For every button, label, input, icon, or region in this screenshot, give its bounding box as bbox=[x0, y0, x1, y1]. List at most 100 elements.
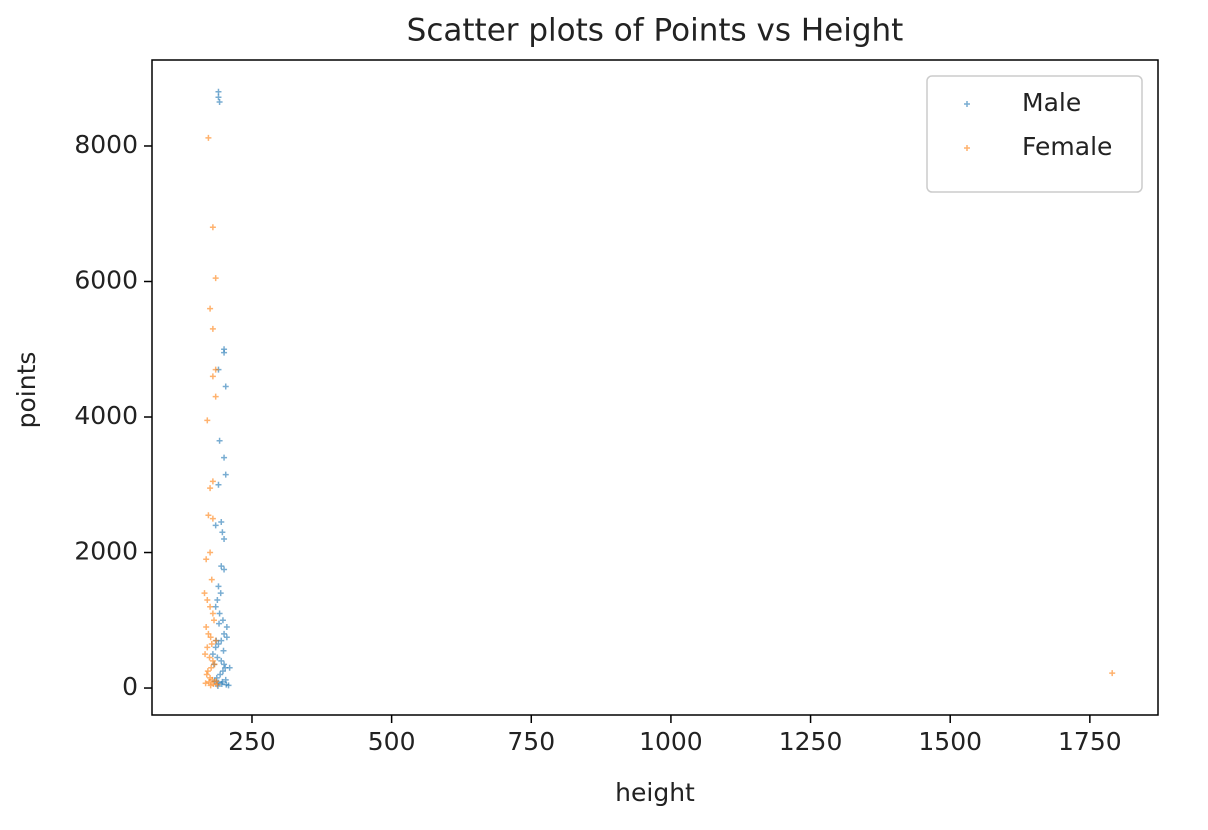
point bbox=[218, 519, 225, 526]
point bbox=[207, 603, 214, 610]
x-tick-label: 1000 bbox=[639, 727, 703, 756]
point bbox=[218, 563, 225, 570]
point bbox=[223, 624, 230, 631]
point bbox=[222, 383, 229, 390]
point bbox=[209, 676, 216, 683]
chart-title: Scatter plots of Points vs Height bbox=[407, 13, 904, 49]
point bbox=[214, 654, 221, 661]
x-tick-label: 1500 bbox=[918, 727, 982, 756]
point bbox=[221, 535, 228, 542]
point bbox=[205, 678, 212, 685]
x-tick-label: 250 bbox=[228, 727, 276, 756]
legend-marker bbox=[964, 101, 970, 107]
legend-marker bbox=[964, 145, 970, 151]
x-axis-label: height bbox=[615, 778, 695, 807]
point bbox=[222, 676, 229, 683]
legend-label: Male bbox=[1022, 88, 1081, 117]
point bbox=[203, 671, 210, 678]
point bbox=[209, 478, 216, 485]
point bbox=[222, 471, 229, 478]
point bbox=[212, 603, 219, 610]
point bbox=[221, 630, 228, 637]
x-tick-label: 750 bbox=[507, 727, 555, 756]
point bbox=[215, 94, 222, 101]
point bbox=[204, 644, 211, 651]
point bbox=[218, 657, 225, 664]
y-tick-label: 6000 bbox=[74, 265, 138, 294]
point bbox=[212, 275, 219, 282]
point bbox=[202, 680, 209, 687]
point bbox=[209, 657, 216, 664]
point bbox=[208, 664, 215, 671]
point bbox=[215, 481, 222, 488]
point bbox=[208, 640, 215, 647]
point bbox=[209, 610, 216, 617]
point bbox=[214, 681, 221, 688]
point bbox=[221, 566, 228, 573]
plot-frame bbox=[151, 59, 1159, 716]
point bbox=[207, 549, 214, 556]
x-tick-label: 1250 bbox=[779, 727, 843, 756]
point bbox=[201, 590, 208, 597]
point bbox=[202, 651, 209, 658]
point bbox=[215, 640, 222, 647]
point bbox=[212, 637, 219, 644]
y-tick-label: 2000 bbox=[74, 537, 138, 566]
point bbox=[207, 485, 214, 492]
legend: Male Female bbox=[926, 75, 1143, 193]
point bbox=[207, 682, 214, 689]
point bbox=[216, 437, 223, 444]
point bbox=[219, 529, 226, 536]
point bbox=[211, 661, 218, 668]
point bbox=[207, 305, 214, 312]
point bbox=[221, 454, 228, 461]
point bbox=[221, 349, 228, 356]
point bbox=[209, 224, 216, 231]
point bbox=[208, 576, 215, 583]
point bbox=[223, 634, 230, 641]
point bbox=[207, 634, 214, 641]
point bbox=[204, 417, 211, 424]
point bbox=[203, 624, 210, 631]
point bbox=[212, 393, 219, 400]
point bbox=[1109, 670, 1116, 677]
point bbox=[220, 647, 227, 654]
point bbox=[205, 134, 212, 141]
point bbox=[209, 651, 216, 658]
point bbox=[204, 668, 211, 675]
point bbox=[206, 654, 213, 661]
point bbox=[219, 678, 226, 685]
point bbox=[212, 366, 219, 373]
y-tick-label: 8000 bbox=[74, 130, 138, 159]
point bbox=[209, 373, 216, 380]
point bbox=[205, 512, 212, 519]
point bbox=[215, 88, 222, 95]
point bbox=[216, 620, 223, 627]
point bbox=[218, 637, 225, 644]
point bbox=[209, 515, 216, 522]
point bbox=[215, 583, 222, 590]
point bbox=[222, 664, 229, 671]
point bbox=[221, 661, 228, 668]
point bbox=[205, 630, 212, 637]
point bbox=[209, 325, 216, 332]
y-tick-label: 4000 bbox=[74, 401, 138, 430]
point bbox=[216, 610, 223, 617]
point bbox=[214, 596, 221, 603]
point bbox=[211, 617, 218, 624]
point bbox=[204, 596, 211, 603]
y-axis-label: points bbox=[12, 352, 41, 429]
y-tick-label: 0 bbox=[122, 672, 138, 701]
legend-box bbox=[926, 75, 1143, 193]
point bbox=[217, 590, 224, 597]
point bbox=[216, 98, 223, 105]
point bbox=[212, 522, 219, 529]
point bbox=[212, 644, 219, 651]
point bbox=[219, 617, 226, 624]
point bbox=[219, 668, 226, 675]
x-tick-label: 1750 bbox=[1058, 727, 1122, 756]
point bbox=[225, 682, 232, 689]
point bbox=[203, 556, 210, 563]
